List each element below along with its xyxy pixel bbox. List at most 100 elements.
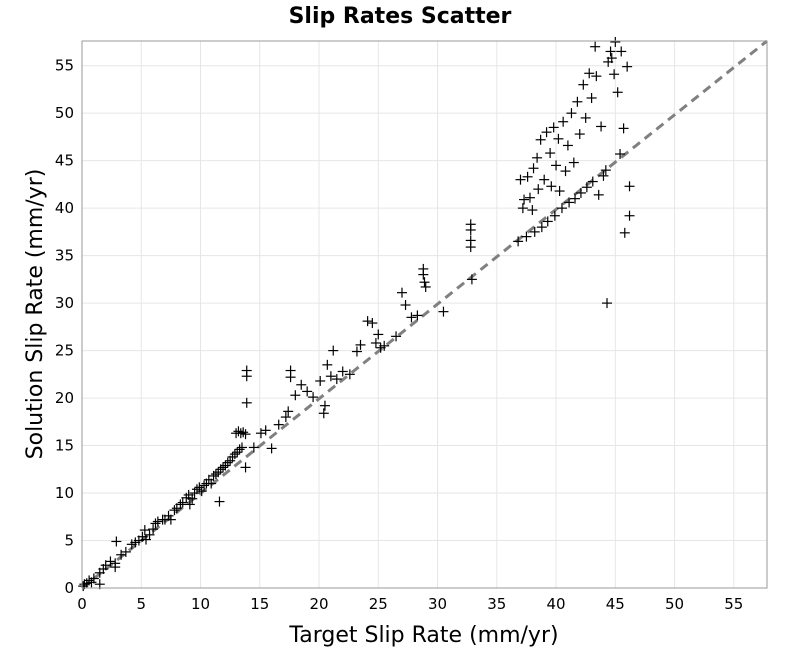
x-tick-label: 25 <box>369 595 388 613</box>
data-point <box>238 427 249 438</box>
data-point <box>618 123 629 134</box>
x-tick-label: 10 <box>191 595 210 613</box>
y-axis-ticks: 0 5 10 15 20 25 30 35 40 45 50 55 <box>55 57 74 597</box>
data-point <box>551 160 562 171</box>
data-point <box>206 478 217 489</box>
data-point <box>222 457 233 468</box>
data-point <box>235 428 246 439</box>
data-point <box>105 556 116 567</box>
data-point <box>266 443 277 454</box>
data-point <box>283 406 294 417</box>
data-point <box>554 186 565 197</box>
data-point <box>406 312 417 323</box>
data-point <box>562 140 573 151</box>
data-point <box>522 171 533 182</box>
data-point <box>465 242 476 253</box>
data-point <box>420 281 431 292</box>
data-point <box>542 216 553 227</box>
data-point <box>566 108 577 119</box>
data-point <box>218 462 229 473</box>
data-point <box>139 525 150 536</box>
data-point <box>574 129 585 140</box>
data-point <box>532 152 543 163</box>
data-point <box>570 193 581 204</box>
data-point <box>568 157 579 168</box>
data-point <box>616 46 627 57</box>
y-tick-label: 5 <box>64 532 74 550</box>
data-point <box>591 71 602 82</box>
data-point <box>302 386 313 397</box>
x-tick-label: 40 <box>547 595 566 613</box>
data-point <box>255 428 266 439</box>
chart-title: Slip Rates Scatter <box>289 4 512 29</box>
data-point <box>111 536 122 547</box>
y-tick-label: 30 <box>55 294 74 312</box>
y-tick-label: 55 <box>55 57 74 75</box>
y-tick-label: 45 <box>55 152 74 170</box>
data-point <box>318 408 329 419</box>
data-point <box>260 425 271 436</box>
data-point <box>535 134 546 145</box>
data-point <box>609 69 620 80</box>
data-point <box>400 300 411 311</box>
y-axis-label: Solution Slip Rate (mm/yr) <box>23 169 48 460</box>
data-point <box>533 184 544 195</box>
data-point <box>325 371 336 382</box>
data-point <box>575 187 586 198</box>
data-point <box>598 170 609 181</box>
data-point <box>596 121 607 132</box>
data-point <box>232 447 243 458</box>
data-point <box>560 166 571 177</box>
y-tick-label: 25 <box>55 342 74 360</box>
data-point <box>379 340 390 351</box>
data-point <box>419 277 430 288</box>
data-point <box>517 203 528 214</box>
data-point <box>519 194 530 205</box>
data-point <box>593 189 604 200</box>
y-tick-label: 15 <box>55 437 74 455</box>
data-point <box>412 310 423 321</box>
data-point <box>602 298 613 309</box>
data-point <box>315 375 326 386</box>
x-tick-label: 55 <box>724 595 743 613</box>
data-point <box>234 444 245 455</box>
data-point <box>529 226 540 237</box>
data-point <box>548 122 559 133</box>
data-point <box>319 400 330 411</box>
data-point <box>110 558 121 569</box>
data-point <box>331 374 342 385</box>
data-point <box>233 426 244 437</box>
x-axis-label: Target Slip Rate (mm/yr) <box>288 623 558 648</box>
data-point <box>396 287 407 298</box>
data-point <box>280 412 291 423</box>
data-point <box>391 331 402 342</box>
data-point <box>187 493 198 504</box>
data-point <box>210 469 221 480</box>
data-point <box>612 87 623 98</box>
data-point <box>169 505 180 516</box>
data-point <box>622 61 633 72</box>
data-point <box>606 53 617 64</box>
data-point <box>581 182 592 193</box>
data-point <box>370 337 381 348</box>
data-point <box>513 236 524 247</box>
data-point <box>586 92 597 103</box>
data-point <box>527 205 538 216</box>
data-point <box>362 316 373 327</box>
data-point <box>148 524 159 535</box>
data-point <box>241 397 252 408</box>
data-point <box>165 514 176 525</box>
data-point <box>248 442 259 453</box>
data-point <box>240 462 251 473</box>
data-point <box>553 133 564 144</box>
data-point <box>587 176 598 187</box>
data-point <box>466 274 477 285</box>
data-point <box>351 346 362 357</box>
y-tick-label: 20 <box>55 389 74 407</box>
data-point <box>584 68 595 79</box>
data-point <box>273 419 284 430</box>
data-point <box>564 197 575 208</box>
data-point <box>144 529 155 540</box>
data-point <box>515 174 526 185</box>
